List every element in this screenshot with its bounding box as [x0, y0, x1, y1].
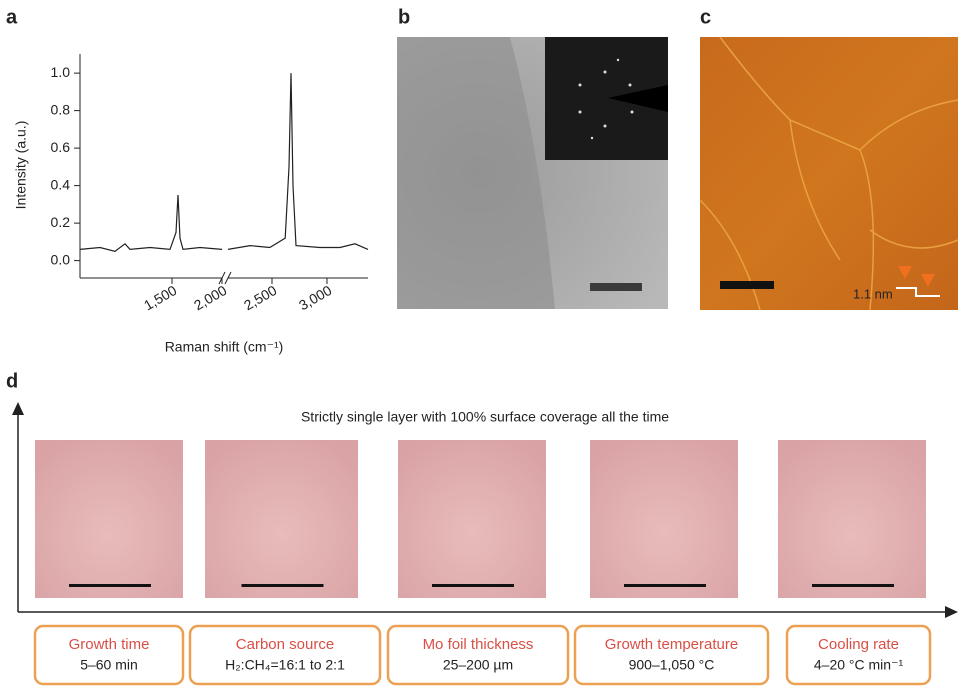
condition-value: 900–1,050 °C: [629, 657, 715, 673]
condition-box: [33, 624, 185, 686]
y-tick-label: 0.2: [51, 214, 71, 230]
afm-image: [700, 37, 958, 310]
height-markers: [898, 266, 935, 287]
axis-break: [218, 271, 232, 285]
optical-image: [205, 440, 358, 598]
condition-box: [188, 624, 382, 686]
condition-box: [785, 624, 932, 686]
condition-label: Growth temperature: [605, 636, 738, 653]
x-axis-label: Raman shift (cm⁻¹): [165, 339, 284, 355]
condition-label: Carbon source: [236, 636, 334, 653]
diffraction-spots: [578, 58, 634, 140]
scale-bar: [720, 281, 774, 289]
optical-image: [590, 440, 738, 598]
y-tick-label: 0.8: [51, 101, 71, 117]
scale-bar: [590, 283, 642, 291]
scale-bar: [241, 584, 324, 587]
afm-wrinkles: [699, 36, 959, 311]
y-tick-label: 0.6: [51, 139, 71, 155]
condition-title: Strictly single layer with 100% surface …: [301, 409, 669, 425]
y-tick-label: 0.4: [51, 176, 71, 192]
panel-label: a: [6, 6, 18, 28]
x-tick-label: 2,000: [191, 282, 230, 313]
scale-bar: [69, 584, 151, 587]
condition-value: 25–200 µm: [443, 657, 513, 673]
spectrum-line: [227, 73, 369, 250]
optical-image: [398, 440, 546, 598]
panel-label: b: [398, 6, 410, 28]
y-axis-label: Intensity (a.u.): [13, 121, 29, 210]
x-tick-label: 1,500: [141, 282, 180, 313]
condition-label: Growth time: [69, 636, 150, 653]
y-tick-label: 0.0: [51, 251, 71, 267]
optical-images: Growth time 5–60 min Carbon source H₂:CH₄=1…: [33, 440, 932, 686]
optical-image: [778, 440, 926, 598]
condition-box: [573, 624, 770, 686]
x-tick-label: 3,000: [296, 282, 335, 313]
condition-value: H₂:CH₄=16:1 to 2:1: [225, 657, 345, 673]
beam-stop: [608, 85, 668, 112]
height-label: 1.1 nm: [853, 286, 893, 301]
panel-label: d: [6, 370, 18, 392]
y-tick-label: 1.0: [51, 64, 71, 80]
condition-value: 5–60 min: [80, 657, 138, 673]
spectrum-line: [79, 194, 223, 252]
panel-label: c: [700, 6, 711, 28]
tem-film: [397, 37, 555, 309]
scale-bar: [624, 584, 706, 587]
optical-image: [35, 440, 183, 598]
scale-bar: [812, 584, 894, 587]
condition-value: 4–20 °C min⁻¹: [814, 657, 904, 673]
condition-label: Mo foil thickness: [423, 636, 534, 653]
axes: [17, 412, 950, 613]
height-profile: [896, 287, 940, 297]
condition-label: Cooling rate: [818, 636, 899, 653]
x-tick-label: 2,500: [241, 282, 280, 313]
scale-bar: [432, 584, 514, 587]
condition-box: [386, 624, 570, 686]
